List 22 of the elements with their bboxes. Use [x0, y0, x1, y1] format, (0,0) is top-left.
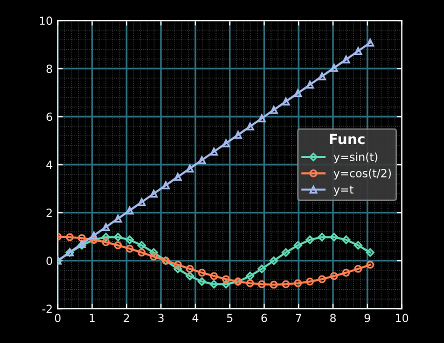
- legend-label: y=sin(t): [334, 152, 378, 164]
- x-tick-label: 3: [158, 314, 164, 322]
- legend-label: y=cos(t/2): [334, 168, 391, 180]
- y-tick-label: 10: [40, 16, 52, 25]
- y-tick-label: 2: [46, 208, 52, 217]
- y-tick-label: 6: [46, 112, 52, 121]
- x-tick-label: 5: [227, 314, 232, 322]
- x-tick-label: 4: [192, 314, 198, 322]
- y-tick-label: 0: [46, 256, 52, 266]
- legend-title: Func: [330, 134, 365, 144]
- y-tick-label: 8: [46, 64, 52, 73]
- x-tick-label: 10: [396, 314, 408, 322]
- x-tick-label: 0: [54, 314, 61, 322]
- x-tick-label: 6: [261, 314, 268, 322]
- x-tick-label: 7: [296, 314, 302, 322]
- x-tick-label: 9: [364, 314, 370, 322]
- legend-label: y=t: [334, 186, 354, 196]
- x-tick-label: 8: [330, 314, 336, 322]
- x-tick-label: 2: [124, 314, 129, 322]
- y-tick-label: -2: [42, 304, 52, 313]
- y-tick-label: 4: [46, 160, 52, 169]
- x-tick-label: 1: [90, 314, 95, 322]
